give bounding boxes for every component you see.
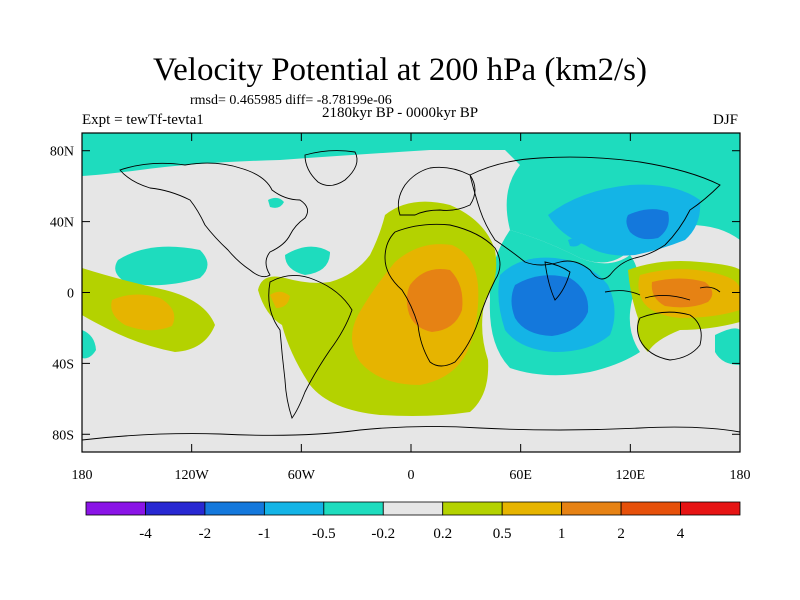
season-label: DJF [712,112,738,128]
anomaly-africa-core [406,269,463,332]
chart-title: Velocity Potential at 200 hPa (km2/s) [152,52,648,88]
coastline-australia [637,311,702,361]
colorbar-swatch [204,501,265,516]
colorbar-swatch [442,501,503,516]
x-tick-label: 180 [72,468,93,483]
colorbar-label: 0.5 [493,526,512,542]
colorbar-swatch [620,501,681,516]
coastline-greenland [304,150,358,186]
experiment-label: Expt = tewTf-tevta1 [82,112,204,128]
y-tick-label: 40N [50,216,74,231]
colorbar-swatch [263,501,325,516]
coastline-north-america [119,162,309,278]
anomaly-dateline-cyan [82,330,96,359]
stats-label: rmsd= 0.465985 diff= -8.78199e-06 [190,93,392,108]
x-tick-label: 180 [730,468,751,483]
anomaly-east-asia-blue [548,184,701,256]
x-tick-label: 120E [616,468,646,483]
anomaly-east-pacific-orange [111,294,175,331]
coastline-india [544,261,571,301]
colorbar: -4 -2 -1 -0.5 -0.2 0.2 0.5 1 2 4 [85,501,741,542]
colorbar-swatch [323,501,384,516]
x-tick-label: 60E [509,468,532,483]
coastline-antarctica [82,425,740,441]
colorbar-label: 4 [677,526,685,542]
anomaly-west-pacific-core [651,278,713,308]
x-tick-label: 60W [288,468,316,483]
colorbar-swatch [145,501,206,516]
axes: 180 120W 60W 0 60E 120E 180 80N 40N 0 40S 80S [50,133,751,483]
colorbar-swatch [382,501,444,516]
anomaly-south-america-orange [270,291,290,308]
anomaly-north-pacific-cyan [115,246,208,286]
anomaly-north-small-cyan [268,197,284,208]
coastline-asia [469,156,721,280]
colorbar-label: -0.2 [371,526,395,542]
colorbar-label: 2 [617,526,625,542]
coastlines [82,150,740,441]
colorbar-label: -0.5 [312,526,336,542]
colorbar-label: 0.2 [433,526,452,542]
anomaly-atlantic-small-cyan [285,246,330,275]
colorbar-swatch [501,501,563,516]
colorbar-label: 1 [558,526,566,542]
colorbar-swatch [680,501,741,516]
period-label: 2180kyr BP - 0000kyr BP [322,105,479,121]
anomaly-small-blue [568,238,582,247]
x-tick-label: 0 [408,468,415,483]
coastline-africa [384,223,501,367]
colorbar-label: -1 [258,526,271,542]
map-area [82,133,740,452]
anomaly-east-asia-core [626,209,669,240]
colorbar-swatch [85,501,146,516]
coastline-south-america [268,275,353,419]
y-tick-label: 80S [52,428,74,443]
anomaly-sw-pacific-cyan [715,328,740,365]
anomaly-indian-core [511,275,589,336]
colorbar-swatch [561,501,622,516]
y-tick-label: 0 [67,287,74,302]
y-tick-label: 80N [50,145,74,160]
x-tick-label: 120W [175,468,210,483]
coastline-indonesia [604,286,721,301]
y-tick-label: 40S [52,357,74,372]
colorbar-label: -4 [139,526,152,542]
colorbar-label: -2 [199,526,212,542]
